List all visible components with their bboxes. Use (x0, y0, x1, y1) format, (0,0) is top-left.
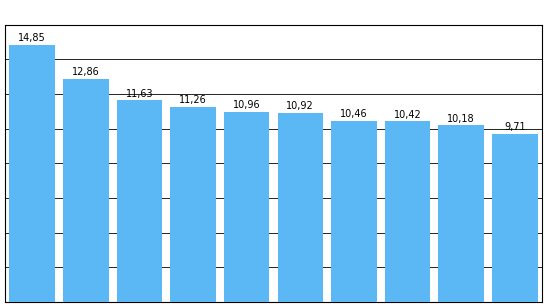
Text: 12,86: 12,86 (72, 67, 100, 77)
Text: 11,63: 11,63 (126, 89, 153, 99)
Bar (224, 112, 270, 302)
Bar (438, 125, 484, 302)
Text: 10,96: 10,96 (233, 100, 260, 110)
Bar (117, 100, 162, 302)
Bar (492, 134, 538, 302)
Bar (63, 79, 109, 302)
Bar (9, 45, 55, 302)
Text: 10,42: 10,42 (394, 110, 421, 120)
Text: 10,46: 10,46 (340, 109, 368, 119)
Bar (331, 121, 377, 302)
Bar (385, 121, 430, 302)
Text: 10,92: 10,92 (287, 101, 314, 111)
Text: 11,26: 11,26 (179, 95, 207, 105)
Bar (170, 107, 216, 302)
Text: 9,71: 9,71 (504, 122, 526, 132)
Bar (277, 113, 323, 302)
Text: 10,18: 10,18 (447, 114, 475, 124)
Text: 14,85: 14,85 (19, 33, 46, 43)
